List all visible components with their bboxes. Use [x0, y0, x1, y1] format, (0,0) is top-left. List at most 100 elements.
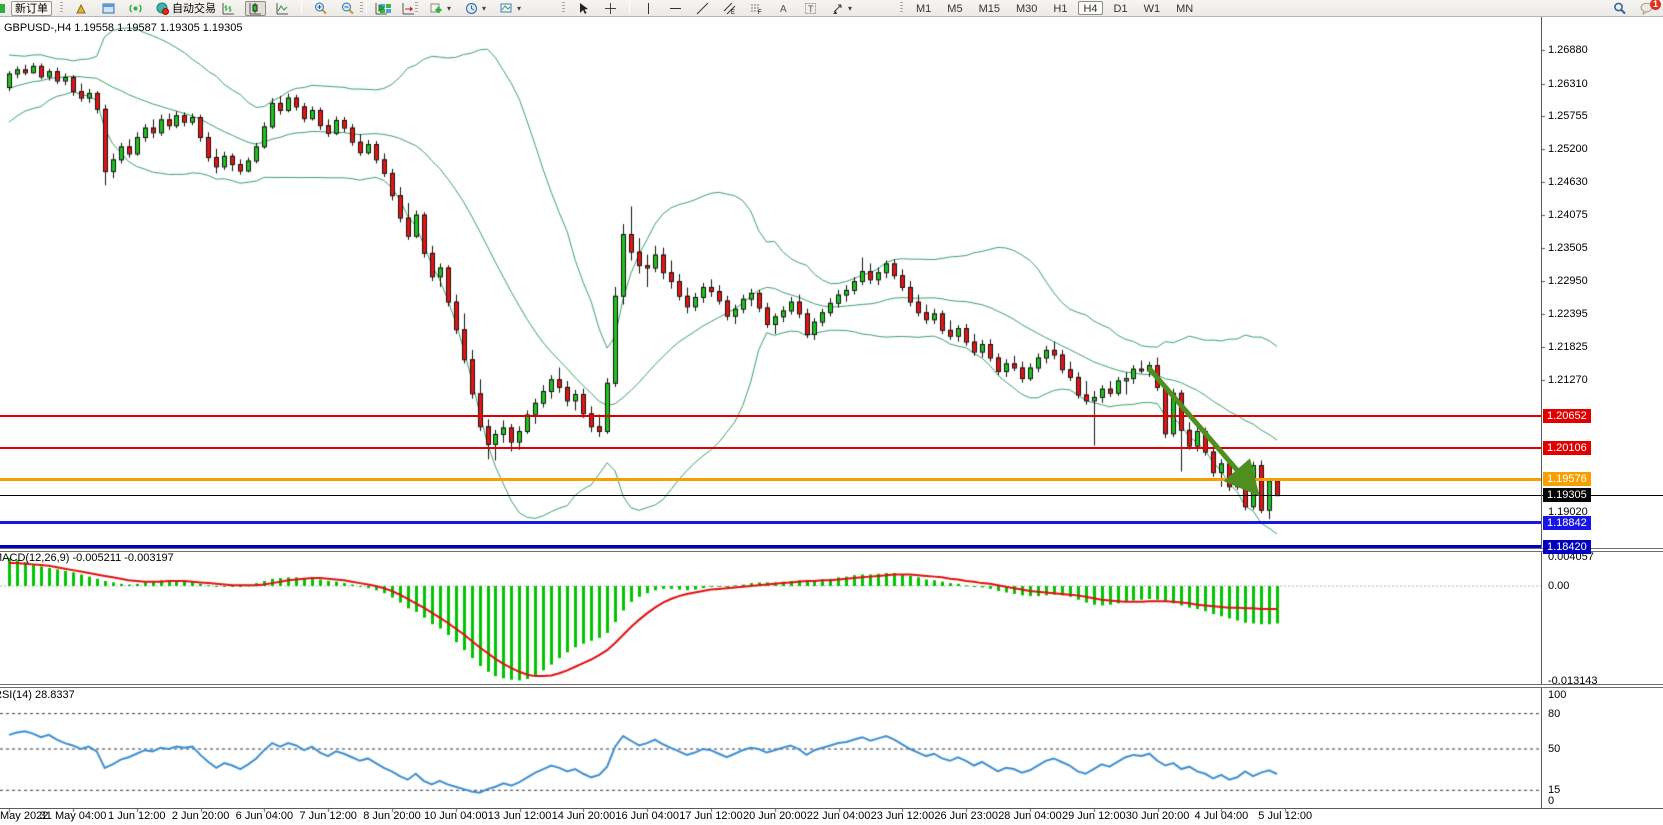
- price-tick: 1.21825: [1548, 341, 1588, 354]
- new-order-button[interactable]: 新订单: [11, 0, 52, 16]
- clock-icon: [465, 2, 478, 15]
- candlestick-icon: [249, 2, 262, 15]
- cursor-tool-button[interactable]: [573, 1, 594, 16]
- chart-window-icon: [102, 2, 115, 15]
- timeframe-button-m15[interactable]: M15: [978, 3, 1000, 15]
- svg-text:T: T: [808, 4, 814, 14]
- timeframe-button-m5[interactable]: M5: [947, 3, 963, 15]
- notification-badge: 1: [1650, 0, 1661, 10]
- price-line-badge: 1.18842: [1543, 515, 1591, 530]
- indicators-dropdown-caret[interactable]: ▾: [447, 3, 452, 13]
- price-tick: 1.19020: [1548, 506, 1588, 519]
- autotrading-button[interactable]: 自动交易: [152, 1, 220, 16]
- bar-chart-icon: [222, 2, 235, 15]
- time-axis-label: 23 Jun 12:00: [870, 810, 935, 822]
- periods-dropdown-caret[interactable]: ▾: [482, 3, 487, 13]
- autotrading-icon: [156, 2, 169, 15]
- zoom-in-icon: [314, 2, 327, 15]
- profile-button[interactable]: [71, 1, 92, 16]
- timeframe-button-h1[interactable]: H1: [1053, 3, 1068, 15]
- price-line-badge: 1.20106: [1543, 441, 1591, 456]
- time-axis-label: 16 Jun 04:00: [615, 810, 679, 822]
- price-axis-border: [1541, 17, 1542, 808]
- macd-label: MACD(12,26,9) -0.005211 -0.003197: [0, 552, 174, 564]
- market-watch-button[interactable]: [125, 1, 146, 16]
- zoom-out-button[interactable]: [337, 1, 358, 16]
- templates-button[interactable]: ▾: [496, 1, 525, 16]
- arrows-dropdown-caret[interactable]: ▾: [848, 3, 853, 13]
- templates-dropdown-caret[interactable]: ▾: [517, 3, 522, 13]
- timeframe-button-d1[interactable]: D1: [1113, 3, 1128, 15]
- time-axis-label: 26 Jun 23:00: [934, 810, 998, 822]
- cursor-icon: [577, 2, 590, 15]
- toolbar-grip[interactable]: [207, 2, 210, 14]
- zoom-in-button[interactable]: [310, 1, 331, 16]
- text-label-icon: T: [804, 2, 817, 15]
- current-price-badge: 1.19305: [1543, 488, 1591, 503]
- price-tick: 1.25200: [1548, 142, 1588, 155]
- chart-window-button[interactable]: [98, 1, 119, 16]
- text-tool-button[interactable]: A: [773, 1, 794, 16]
- macd-panel-resize-handle[interactable]: [0, 548, 1663, 552]
- fibonacci-tool-button[interactable]: F: [746, 1, 767, 16]
- price-tick: 1.21270: [1548, 373, 1588, 386]
- time-axis-label: May 2022: [0, 810, 49, 822]
- autotrading-label: 自动交易: [172, 3, 216, 15]
- indicators-button[interactable]: ▾: [426, 1, 455, 16]
- price-line-badge: 1.18420: [1543, 540, 1591, 555]
- search-button[interactable]: [1609, 1, 1630, 16]
- rsi-scale-label: 100: [1548, 689, 1567, 701]
- horizontal-line-tool-button[interactable]: [665, 1, 686, 16]
- time-axis-label: 6 Jun 04:00: [235, 810, 294, 822]
- chart-shift-icon: [402, 2, 415, 15]
- vertical-line-tool-button[interactable]: [638, 1, 659, 16]
- time-axis-label: 10 Jun 04:00: [423, 810, 488, 822]
- periods-button[interactable]: ▾: [461, 1, 490, 16]
- notifications-button[interactable]: 1: [1636, 0, 1661, 16]
- macd-scale-label: -0.013143: [1548, 674, 1598, 687]
- horizontal-line-1.18842[interactable]: [0, 521, 1541, 525]
- quote-line: GBPUSD-,H4 1.19558 1.19587 1.19305 1.193…: [4, 22, 243, 34]
- horizontal-line-1.19576[interactable]: [0, 477, 1541, 481]
- svg-text:E: E: [731, 10, 735, 15]
- bar-chart-mode-button[interactable]: [218, 1, 239, 16]
- toolbar-grip[interactable]: [415, 2, 418, 14]
- trendline-tool-button[interactable]: [692, 1, 713, 16]
- rsi-scale-label: 0: [1548, 795, 1555, 807]
- timeframe-button-mn[interactable]: MN: [1176, 3, 1194, 15]
- search-icon: [1613, 2, 1626, 15]
- timeframe-button-w1[interactable]: W1: [1143, 3, 1161, 15]
- horizontal-line-1.20106[interactable]: [0, 447, 1541, 450]
- horizontal-line-icon: [669, 2, 682, 15]
- toolbar-grip[interactable]: [360, 2, 363, 14]
- time-axis-label: 4 Jul 04:00: [1194, 810, 1249, 822]
- horizontal-line-1.18420[interactable]: [0, 545, 1541, 550]
- toolbar-grip[interactable]: [900, 2, 903, 14]
- line-chart-mode-button[interactable]: [272, 1, 293, 16]
- time-axis-label: 7 Jun 12:00: [299, 810, 357, 822]
- time-axis-label: 30 Jun 20:00: [1125, 810, 1190, 822]
- crosshair-tool-button[interactable]: [600, 1, 621, 16]
- arrows-tool-button[interactable]: ▾: [827, 1, 856, 16]
- time-axis-label: 17 Jun 12:00: [679, 810, 743, 822]
- rsi-panel-resize-handle[interactable]: [0, 684, 1663, 688]
- price-tick: 1.24630: [1548, 176, 1588, 189]
- candlestick-mode-button[interactable]: [245, 0, 266, 16]
- label-tool-button[interactable]: T: [800, 1, 821, 16]
- time-axis-label: 1 Jun 12:00: [108, 810, 166, 822]
- timeframe-button-h4[interactable]: H4: [1078, 1, 1103, 15]
- timeframe-button-m1[interactable]: M1: [916, 3, 932, 15]
- channel-tool-button[interactable]: E: [719, 1, 740, 16]
- rsi-scale-label: 80: [1548, 707, 1561, 720]
- indicators-add-icon: [430, 2, 443, 15]
- rsi-scale-label: 15: [1548, 784, 1561, 797]
- tile-windows-button[interactable]: [375, 1, 396, 16]
- auto-scroll-button[interactable]: [371, 1, 392, 16]
- toolbar-grip[interactable]: [562, 2, 565, 14]
- chart-shift-button[interactable]: [398, 1, 419, 16]
- horizontal-line-1.20652[interactable]: [0, 415, 1541, 418]
- toolbar-grip[interactable]: [60, 2, 63, 14]
- timeframe-button-m30[interactable]: M30: [1015, 3, 1038, 15]
